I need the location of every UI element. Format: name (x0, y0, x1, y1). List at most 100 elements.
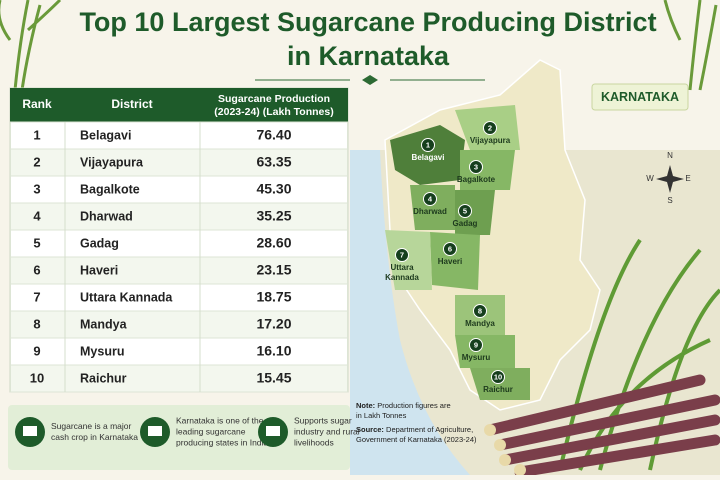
source-line: Source: Department of Agriculture, (356, 425, 473, 434)
district: Vijayapura (80, 155, 144, 169)
district: Uttara Kannada (80, 290, 173, 304)
feature-text: Supports sugar (294, 415, 352, 425)
title: Top 10 Largest Sugarcane Producing Distr… (79, 7, 656, 37)
district-3 (460, 150, 515, 190)
table-row (10, 121, 348, 150)
column-header: Rank (22, 97, 52, 111)
column-header: (2023-24) (Lakh Tonnes) (214, 106, 333, 118)
map-marker (421, 138, 435, 152)
district: Gadag (80, 236, 119, 250)
production: 16.10 (256, 343, 291, 359)
table-row (10, 148, 348, 177)
column-header: Sugarcane Production (218, 93, 330, 105)
marker-number: 3 (474, 162, 478, 171)
district-10 (470, 368, 530, 400)
district-label: Mandya (465, 319, 495, 328)
production: 23.15 (256, 262, 291, 278)
title: in Karnataka (287, 41, 450, 71)
production: 35.25 (256, 208, 291, 224)
rank: 10 (30, 370, 44, 385)
district-label: Uttara (390, 263, 414, 272)
district-4 (410, 185, 455, 230)
note-text: Production figures are (377, 401, 450, 410)
map-marker (473, 304, 487, 318)
feature-text: leading sugarcane (176, 426, 246, 436)
divider-ornament (362, 75, 378, 85)
marker-number: 10 (494, 372, 502, 381)
table-header (10, 88, 348, 122)
map-marker (491, 370, 505, 384)
district: Belagavi (80, 128, 131, 142)
district-label: Kannada (385, 273, 419, 282)
feature-text: cash crop in Karnataka (51, 432, 138, 442)
feature-icon-glyph (23, 426, 37, 436)
source-line: Government of Karnataka (2023-24) (356, 435, 477, 444)
production: 15.45 (256, 370, 291, 386)
source-label: Source: (356, 425, 384, 434)
map-marker (458, 204, 472, 218)
production: 17.20 (256, 316, 291, 332)
map-marker (483, 121, 497, 135)
table-row (10, 364, 348, 393)
district: Bagalkote (80, 182, 140, 196)
rank: 3 (33, 181, 40, 196)
feature-text: livelihoods (294, 437, 334, 447)
marker-number: 8 (478, 306, 482, 315)
table-row (10, 256, 348, 285)
map-marker (423, 192, 437, 206)
marker-number: 9 (474, 340, 478, 349)
feature-text: Sugarcane is a major (51, 421, 131, 431)
district: Mysuru (80, 344, 124, 358)
table-row (10, 202, 348, 231)
map-marker (469, 338, 483, 352)
rank: 7 (33, 289, 40, 304)
map-marker (469, 160, 483, 174)
district-label: Bagalkote (457, 175, 496, 184)
rank: 2 (33, 154, 40, 169)
feature-icon-glyph (266, 426, 280, 436)
table-row (10, 229, 348, 258)
district-label: Dharwad (413, 207, 447, 216)
marker-number: 7 (400, 250, 404, 259)
feature-text: Karnataka is one of the (176, 415, 264, 425)
district-6 (430, 232, 480, 290)
district-label: Mysuru (462, 353, 491, 362)
feature-text: producing states in India (176, 437, 268, 447)
marker-number: 6 (448, 244, 452, 253)
district: Raichur (80, 371, 127, 385)
rank: 5 (33, 235, 40, 250)
district-label: Raichur (483, 385, 513, 394)
feature-icon-glyph (148, 426, 162, 436)
production: 45.30 (256, 181, 291, 197)
column-header: District (111, 97, 152, 111)
note-line: in Lakh Tonnes (356, 411, 407, 420)
district-9 (455, 335, 515, 368)
compass-letter: S (667, 196, 672, 205)
marker-number: 4 (428, 194, 433, 203)
district: Dharwad (80, 209, 133, 223)
rank: 4 (33, 208, 41, 223)
table-row (10, 283, 348, 312)
table-row (10, 175, 348, 204)
district-label: Vijayapura (470, 136, 511, 145)
production: 18.75 (256, 289, 291, 305)
rank: 8 (33, 316, 40, 331)
source-text: Department of Agriculture, (386, 425, 473, 434)
feature-text: industry and rural (294, 426, 360, 436)
district-label: Haveri (438, 257, 462, 266)
district-5 (455, 190, 495, 235)
note-label: Note: (356, 401, 375, 410)
district-label: Belagavi (412, 153, 445, 162)
marker-number: 1 (426, 140, 430, 149)
production: 76.40 (256, 127, 291, 143)
district: Mandya (80, 317, 128, 331)
compass-letter: E (685, 174, 690, 183)
district-1 (390, 125, 465, 185)
compass-rose (656, 165, 684, 193)
badge (591, 83, 689, 111)
district: Haveri (80, 263, 118, 277)
rank: 6 (33, 262, 40, 277)
